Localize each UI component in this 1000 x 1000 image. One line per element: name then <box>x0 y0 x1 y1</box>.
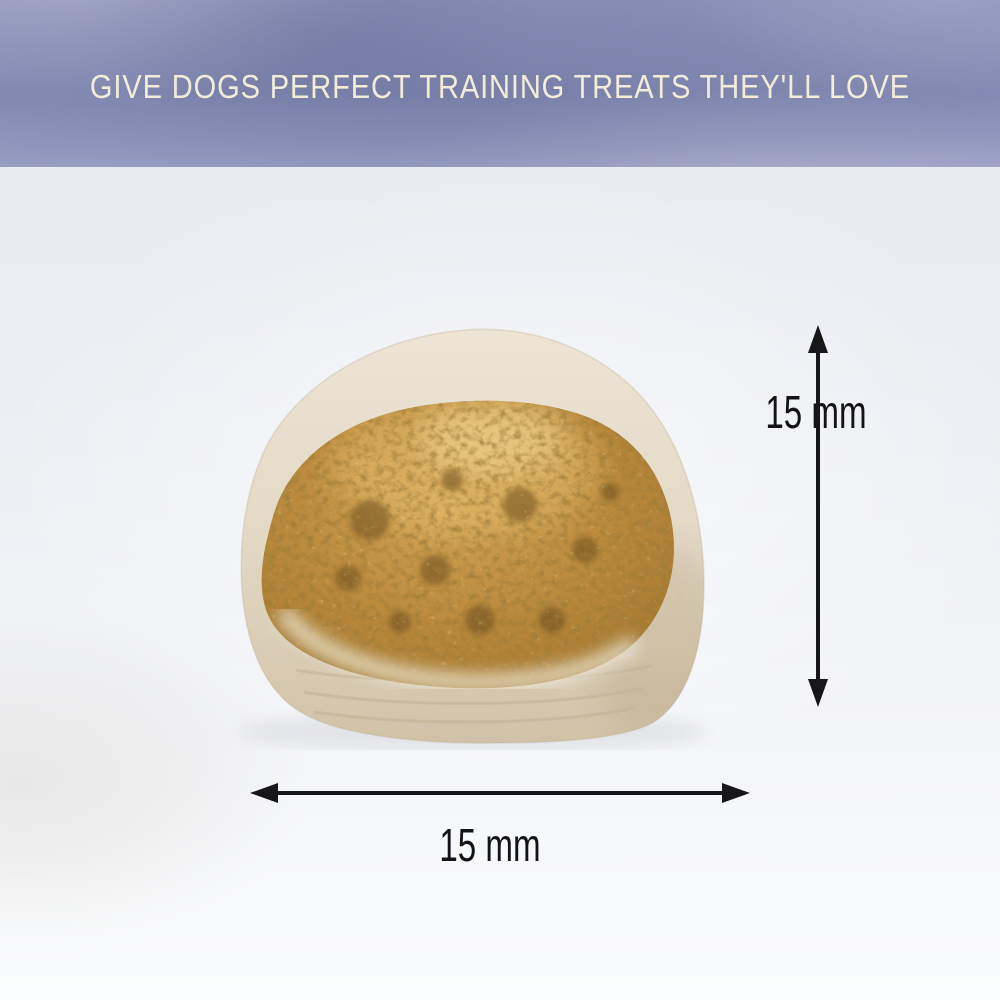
product-photo: 15 mm 15 mm <box>0 167 1000 1000</box>
arrow-up-icon <box>808 325 828 353</box>
arrow-shaft <box>816 350 820 682</box>
arrow-right-icon <box>722 783 750 803</box>
treat-photo <box>238 328 708 750</box>
arrow-shaft <box>275 791 725 795</box>
height-dimension-arrow <box>806 325 830 707</box>
treat-filling <box>261 400 674 691</box>
banner: GIVE DOGS PERFECT TRAINING TREATS THEY'L… <box>0 0 1000 167</box>
width-dimension-arrow <box>250 781 750 805</box>
banner-headline: GIVE DOGS PERFECT TRAINING TREATS THEY'L… <box>89 67 911 105</box>
width-dimension-label: 15 mm <box>439 819 541 871</box>
arrow-down-icon <box>808 679 828 707</box>
arrow-left-icon <box>250 783 278 803</box>
